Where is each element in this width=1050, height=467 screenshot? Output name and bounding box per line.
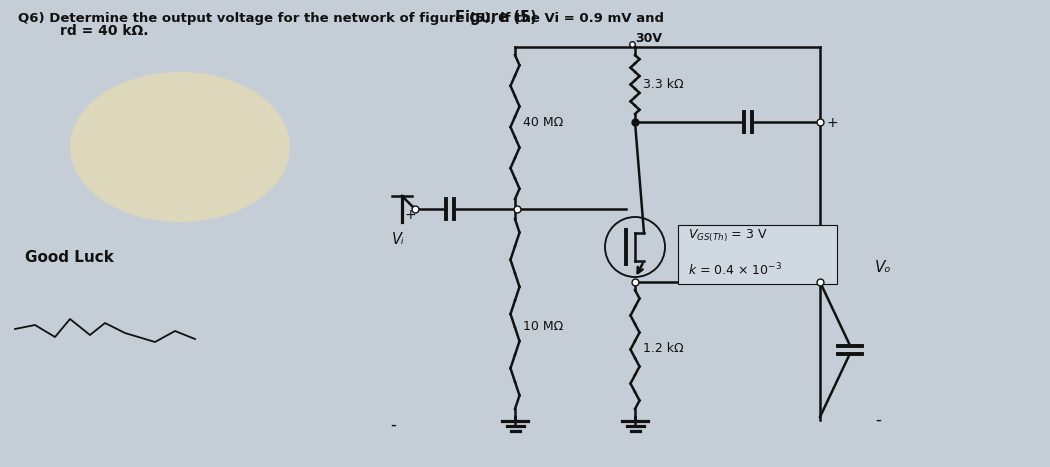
Text: 1.2 kΩ: 1.2 kΩ — [643, 342, 684, 355]
Text: 10 MΩ: 10 MΩ — [523, 320, 563, 333]
Text: Q6) Determine the output voltage for the network of figure (5), if the Vi = 0.9 : Q6) Determine the output voltage for the… — [18, 12, 664, 25]
Text: Vᵢ: Vᵢ — [392, 232, 404, 247]
Ellipse shape — [70, 72, 290, 222]
Text: 3.3 kΩ: 3.3 kΩ — [643, 78, 684, 91]
Text: $V_{GS(Th)}$ = 3 V: $V_{GS(Th)}$ = 3 V — [688, 228, 768, 244]
Text: +: + — [827, 116, 839, 130]
Text: 40 MΩ: 40 MΩ — [523, 116, 563, 129]
Text: -: - — [875, 411, 881, 429]
Text: Good Luck: Good Luck — [25, 250, 113, 265]
Text: 30V: 30V — [635, 32, 662, 45]
Text: Figure (5): Figure (5) — [455, 10, 537, 25]
Text: +: + — [405, 208, 417, 222]
Text: $k$ = 0.4 × 10$^{-3}$: $k$ = 0.4 × 10$^{-3}$ — [688, 262, 782, 278]
Text: Vₒ: Vₒ — [875, 260, 891, 275]
Text: rd = 40 kΩ.: rd = 40 kΩ. — [60, 24, 148, 38]
Text: -: - — [390, 416, 396, 434]
FancyBboxPatch shape — [678, 225, 837, 284]
